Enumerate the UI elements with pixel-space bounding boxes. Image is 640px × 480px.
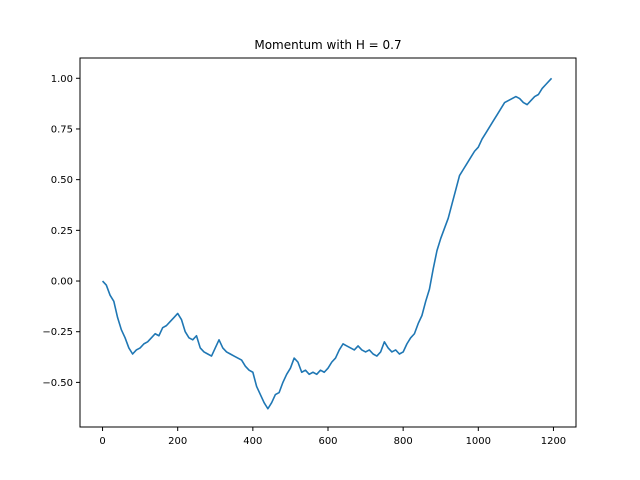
plot-area — [101, 77, 553, 410]
y-tick-label: −0.25 — [42, 327, 73, 338]
x-tick-label: 0 — [99, 436, 105, 447]
series-line-0 — [101, 77, 553, 410]
x-axis: 0 200 400 600 800 1000 1200 — [99, 427, 566, 447]
axes-frame — [79, 57, 577, 428]
y-tick-label: 0.25 — [51, 226, 73, 237]
y-tick-label: 0.75 — [51, 124, 73, 135]
x-tick-label: 200 — [168, 436, 187, 447]
x-tick-label: 600 — [318, 436, 337, 447]
y-tick-label: 0.50 — [51, 175, 73, 186]
x-tick-label: 800 — [394, 436, 413, 447]
y-tick-label: −0.50 — [42, 378, 73, 389]
y-tick-label: 1.00 — [51, 74, 73, 85]
y-axis: −0.50 −0.25 0.00 0.25 0.50 0.75 1.00 — [42, 74, 80, 389]
x-tick-label: 400 — [243, 436, 262, 447]
x-tick-label: 1000 — [466, 436, 491, 447]
x-tick-label: 1200 — [541, 436, 566, 447]
y-tick-label: 0.00 — [51, 277, 73, 288]
chart-title: Momentum with H = 0.7 — [254, 38, 401, 52]
